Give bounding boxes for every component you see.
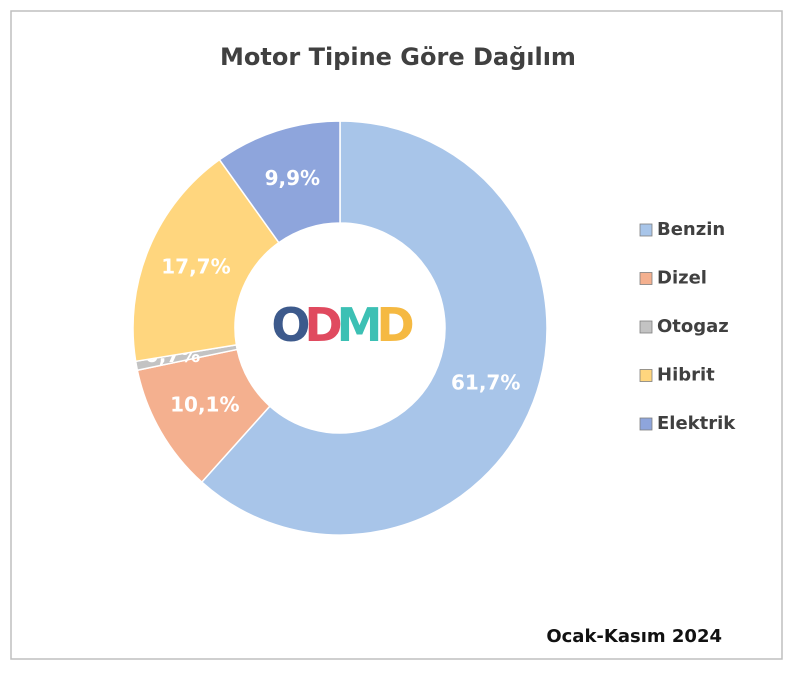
legend-label: Elektrik [657,413,736,434]
data-label: 9,9% [265,166,320,190]
logo-letter: D [376,298,412,352]
donut-slice [132,158,280,363]
legend-swatch [639,223,653,237]
logo-letter: M [337,298,379,352]
legend-swatch [639,369,653,382]
data-label: 17,7% [161,255,230,279]
legend-label: Dizel [657,268,707,289]
legend-label: Hibrit [657,365,715,386]
legend-swatch [639,320,653,334]
data-label: 10,1% [170,392,239,416]
donut-slice [218,120,341,244]
logo-letter: D [304,298,340,352]
logo-letter: O [271,298,308,352]
annotation: Ocak-Kasım 2024 [546,626,722,647]
legend-swatch [639,272,653,285]
data-label: 61,7% [451,370,520,394]
legend-label: Otogaz [657,316,729,337]
donut-slice [200,120,548,536]
legend-swatch [639,417,653,431]
legend-label: Benzin [657,219,725,240]
chart-title: Motor Tipine Göre Dağılım [220,43,576,71]
logo: ODMD [271,298,412,352]
